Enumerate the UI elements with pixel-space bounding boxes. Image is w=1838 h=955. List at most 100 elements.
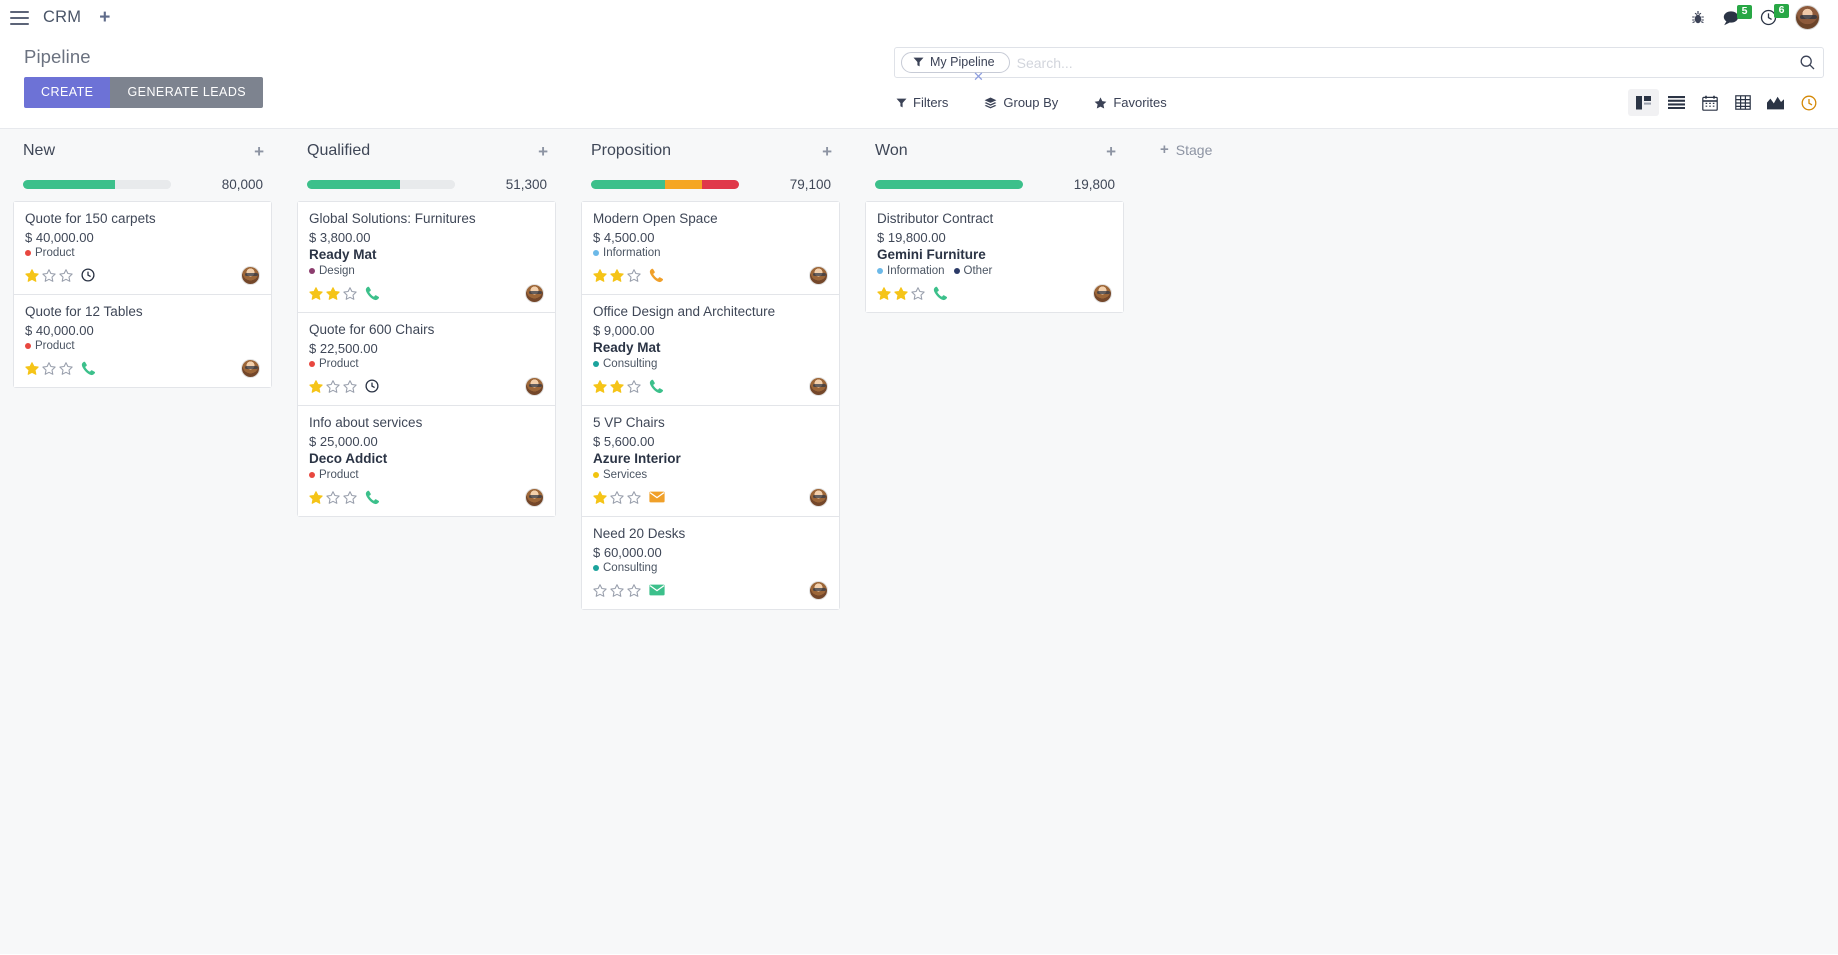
card-activity-icon[interactable] xyxy=(365,379,379,393)
card-activity-icon[interactable] xyxy=(933,286,948,301)
phone-icon[interactable] xyxy=(365,286,380,301)
card-priority-stars[interactable] xyxy=(309,286,357,300)
star-icon[interactable] xyxy=(627,490,641,504)
card-assignee-avatar[interactable] xyxy=(809,487,828,507)
card-tag[interactable]: Consulting xyxy=(593,562,657,574)
card-priority-stars[interactable] xyxy=(593,268,641,282)
card-tag[interactable]: Design xyxy=(309,265,355,277)
star-icon[interactable] xyxy=(309,379,323,393)
column-title[interactable]: Qualified xyxy=(307,142,371,159)
kanban-card[interactable]: Quote for 12 Tables $ 40,000.00 Product xyxy=(14,295,271,387)
card-assignee-avatar[interactable] xyxy=(525,487,544,507)
star-icon[interactable] xyxy=(593,379,607,393)
card-tag[interactable]: Product xyxy=(309,358,359,370)
star-icon[interactable] xyxy=(911,286,925,300)
card-assignee-avatar[interactable] xyxy=(1093,283,1112,303)
card-tag[interactable]: Other xyxy=(953,265,992,277)
view-button-activity[interactable] xyxy=(1793,89,1824,116)
star-icon[interactable] xyxy=(627,583,641,597)
card-assignee-avatar[interactable] xyxy=(525,283,544,303)
card-priority-stars[interactable] xyxy=(309,490,357,504)
card-priority-stars[interactable] xyxy=(593,379,641,393)
column-title[interactable]: Proposition xyxy=(591,142,672,159)
star-icon[interactable] xyxy=(42,361,56,375)
clock-icon[interactable] xyxy=(365,379,379,393)
kanban-card[interactable]: Office Design and Architecture $ 9,000.00… xyxy=(582,295,839,406)
hamburger-menu-icon[interactable] xyxy=(10,10,29,25)
view-button-graph[interactable] xyxy=(1760,89,1791,116)
progress-segment[interactable] xyxy=(591,179,665,189)
star-icon[interactable] xyxy=(593,490,607,504)
progress-segment[interactable] xyxy=(875,179,1023,189)
progress-segment[interactable] xyxy=(23,179,115,189)
close-icon[interactable]: ✕ xyxy=(973,69,984,84)
filters-dropdown[interactable]: Filters xyxy=(896,95,948,110)
progress-segment[interactable] xyxy=(702,179,739,189)
card-priority-stars[interactable] xyxy=(593,490,641,504)
search-input[interactable] xyxy=(1009,53,1794,72)
star-icon[interactable] xyxy=(326,286,340,300)
view-button-pivot[interactable] xyxy=(1727,89,1758,116)
star-icon[interactable] xyxy=(610,490,624,504)
card-priority-stars[interactable] xyxy=(593,583,641,597)
card-assignee-avatar[interactable] xyxy=(809,580,828,600)
card-assignee-avatar[interactable] xyxy=(241,265,260,285)
kanban-card[interactable]: Distributor Contract $ 19,800.00 Gemini Fu… xyxy=(866,202,1123,312)
card-tag[interactable]: Consulting xyxy=(593,358,657,370)
kanban-card[interactable]: Modern Open Space $ 4,500.00 Information xyxy=(582,202,839,295)
column-title[interactable]: New xyxy=(23,142,56,159)
card-tag[interactable]: Product xyxy=(25,340,75,352)
star-icon[interactable] xyxy=(627,268,641,282)
star-icon[interactable] xyxy=(309,490,323,504)
progress-segment[interactable] xyxy=(665,179,702,189)
search-facet-my-pipeline[interactable]: My Pipeline xyxy=(901,52,1010,73)
card-assignee-avatar[interactable] xyxy=(525,376,544,396)
search-bar[interactable]: My Pipeline ✕ xyxy=(894,47,1824,83)
card-activity-icon[interactable] xyxy=(649,584,665,596)
star-icon[interactable] xyxy=(610,583,624,597)
star-icon[interactable] xyxy=(627,379,641,393)
card-tag[interactable]: Product xyxy=(309,469,359,481)
star-icon[interactable] xyxy=(42,268,56,282)
card-activity-icon[interactable] xyxy=(649,268,664,283)
star-icon[interactable] xyxy=(25,268,39,282)
star-icon[interactable] xyxy=(593,268,607,282)
star-icon[interactable] xyxy=(59,361,73,375)
card-activity-icon[interactable] xyxy=(649,379,664,394)
star-icon[interactable] xyxy=(326,379,340,393)
card-priority-stars[interactable] xyxy=(25,268,73,282)
envelope-icon[interactable] xyxy=(649,491,665,503)
card-activity-icon[interactable] xyxy=(649,491,665,503)
card-activity-icon[interactable] xyxy=(365,490,380,505)
card-tag[interactable]: Information xyxy=(593,247,661,259)
plus-icon[interactable]: + xyxy=(99,7,111,28)
card-priority-stars[interactable] xyxy=(877,286,925,300)
add-stage-button[interactable]: + Stage xyxy=(1136,129,1212,158)
create-button[interactable]: CREATE xyxy=(24,77,111,108)
star-icon[interactable] xyxy=(894,286,908,300)
card-priority-stars[interactable] xyxy=(309,379,357,393)
app-name[interactable]: CRM xyxy=(43,8,82,26)
kanban-card[interactable]: Quote for 600 Chairs $ 22,500.00 Product xyxy=(298,313,555,406)
star-icon[interactable] xyxy=(877,286,891,300)
star-icon[interactable] xyxy=(593,583,607,597)
card-tag[interactable]: Product xyxy=(25,247,75,259)
column-title[interactable]: Won xyxy=(875,142,908,159)
progress-segment[interactable] xyxy=(307,179,401,189)
envelope-icon[interactable] xyxy=(649,584,665,596)
star-icon[interactable] xyxy=(25,361,39,375)
kanban-card[interactable]: Need 20 Desks $ 60,000.00 Consulting xyxy=(582,517,839,609)
activities-icon[interactable]: 6 xyxy=(1760,4,1789,26)
kanban-card[interactable]: Global Solutions: Furnitures $ 3,800.00 Re… xyxy=(298,202,555,313)
star-icon[interactable] xyxy=(343,490,357,504)
phone-icon[interactable] xyxy=(649,379,664,394)
clock-icon[interactable] xyxy=(81,268,95,282)
star-icon[interactable] xyxy=(343,286,357,300)
card-activity-icon[interactable] xyxy=(365,286,380,301)
phone-icon[interactable] xyxy=(649,268,664,283)
star-icon[interactable] xyxy=(610,268,624,282)
card-activity-icon[interactable] xyxy=(81,361,96,376)
card-priority-stars[interactable] xyxy=(25,361,73,375)
card-assignee-avatar[interactable] xyxy=(809,265,828,285)
phone-icon[interactable] xyxy=(81,361,96,376)
